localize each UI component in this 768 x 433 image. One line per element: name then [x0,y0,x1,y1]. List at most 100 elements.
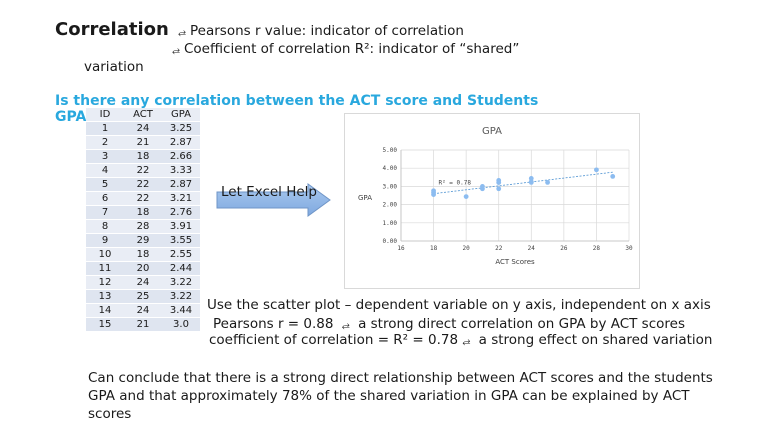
table-cell: 18 [124,247,162,262]
table-cell: 6 [86,191,124,206]
arrow-return-icon: ⥄ [172,45,180,56]
data-point [528,179,534,185]
svg-text:28: 28 [593,245,601,252]
table-row: 2 21 2.87 [86,135,200,150]
svg-text:4.00: 4.00 [383,165,398,172]
table-cell: 3.22 [162,289,200,304]
arrow-return-icon: ⥄ [178,27,186,38]
table-cell: 2.66 [162,149,200,164]
table-row: 6 22 3.21 [86,191,200,206]
svg-text:2.00: 2.00 [383,202,398,209]
table-cell: 2 [86,135,124,150]
svg-text:26: 26 [560,245,568,252]
table-cell: 18 [124,205,162,220]
scatter-chart: GPA 0.00 1.00 2.00 3.00 4.00 5.00 16 18 20 22 24 26 2… [344,113,640,289]
svg-text:30: 30 [625,245,633,252]
table-cell: 22 [124,163,162,178]
svg-text:3.00: 3.00 [383,183,398,190]
table-cell: 3 [86,149,124,164]
data-point [545,179,550,185]
bullet-coefficient: ⥄ Coefficient of correlation R²: indicato… [172,41,520,57]
right-arrow-shape [216,183,331,217]
table-cell: 3.33 [162,163,200,178]
chart-title: GPA [482,126,502,137]
table-cell: 18 [124,149,162,164]
table-cell: 21 [124,317,162,332]
table-cell: 3.25 [162,121,200,136]
svg-text:24: 24 [528,245,536,252]
slide-title: Correlation [55,19,169,40]
svg-text:18: 18 [430,245,438,252]
conclusion-text: Can conclude that there is a strong dire… [88,370,713,422]
table-cell: 20 [124,261,162,276]
table-cell: 15 [86,317,124,332]
table-row: 13 25 3.22 [86,289,200,304]
data-point [496,186,502,192]
table-cell: 1 [86,121,124,136]
data-point [463,194,469,199]
table-cell: 22 [124,191,162,206]
column-header: GPA [162,108,200,122]
table-cell: 22 [124,177,162,192]
table-cell: 12 [86,275,124,290]
table-cell: 29 [124,233,162,248]
table-cell: 4 [86,163,124,178]
table-cell: 25 [124,289,162,304]
data-table: ID ACT GPA 1 24 3.25 2 21 2.87 3 18 2.66 4 22 3.33 5 22… [86,108,200,332]
question-heading: Is there any correlation between the ACT… [55,93,539,125]
table-cell: 11 [86,261,124,276]
table-cell: 13 [86,289,124,304]
table-cell: 3.21 [162,191,200,206]
table-row: 7 18 2.76 [86,205,200,220]
arrow-return-icon: ⥄ [462,336,471,347]
table-cell: 7 [86,205,124,220]
table-cell: 2.87 [162,135,200,150]
arrow-label: Let Excel Help [220,184,317,200]
y-axis-label: GPA [358,194,372,202]
table-cell: 2.44 [162,261,200,276]
table-cell: 9 [86,233,124,248]
table-row: 3 18 2.66 [86,149,200,164]
r-squared-label: R² = 0.78 [438,180,471,187]
table-cell: 3.22 [162,275,200,290]
data-point [480,184,485,189]
svg-text:1.00: 1.00 [383,220,398,227]
table-cell: 10 [86,247,124,262]
table-cell: 24 [124,275,162,290]
table-cell: 24 [124,121,162,136]
table-row: 12 24 3.22 [86,275,200,290]
table-cell: 24 [124,303,162,318]
x-axis-label: ACT Scores [495,258,535,266]
chart-plot: GPA 0.00 1.00 2.00 3.00 4.00 5.00 16 18 20 22 24 26 2… [358,126,633,266]
data-point [431,192,436,197]
table-cell: 14 [86,303,124,318]
column-header: ID [86,108,124,122]
data-point [610,173,616,179]
data-point [496,180,502,185]
table-cell: 2.55 [162,247,200,262]
data-point [528,175,534,181]
column-header: ACT [124,108,162,122]
bullet-pearsons: ⥄ Pearsons r value: indicator of correlat… [178,23,464,39]
svg-text:20: 20 [463,245,471,252]
table-cell: 3.44 [162,303,200,318]
table-cell: 3.0 [162,317,200,332]
svg-text:16: 16 [397,245,405,252]
arrow-return-icon: ⥄ [341,320,350,331]
table-cell: 5 [86,177,124,192]
table-cell: 2.87 [162,177,200,192]
note-coefficient: coefficient of correlation = R² = 0.78 ⥄… [209,332,713,348]
table-cell: 28 [124,219,162,234]
svg-text:5.00: 5.00 [383,147,398,154]
table-cell: 8 [86,219,124,234]
note-pearsons: Pearsons r = 0.88 ⥄ a strong direct corr… [213,316,685,332]
table-cell: 3.91 [162,219,200,234]
table-row: 9 29 3.55 [86,233,200,248]
table-row: 5 22 2.87 [86,177,200,192]
data-point [594,167,599,173]
note-scatter: Use the scatter plot – dependent variabl… [207,297,711,313]
table-row: 14 24 3.44 [86,303,200,318]
table-cell: 2.76 [162,205,200,220]
table-row: 10 18 2.55 [86,247,200,262]
table-row: 11 20 2.44 [86,261,200,276]
